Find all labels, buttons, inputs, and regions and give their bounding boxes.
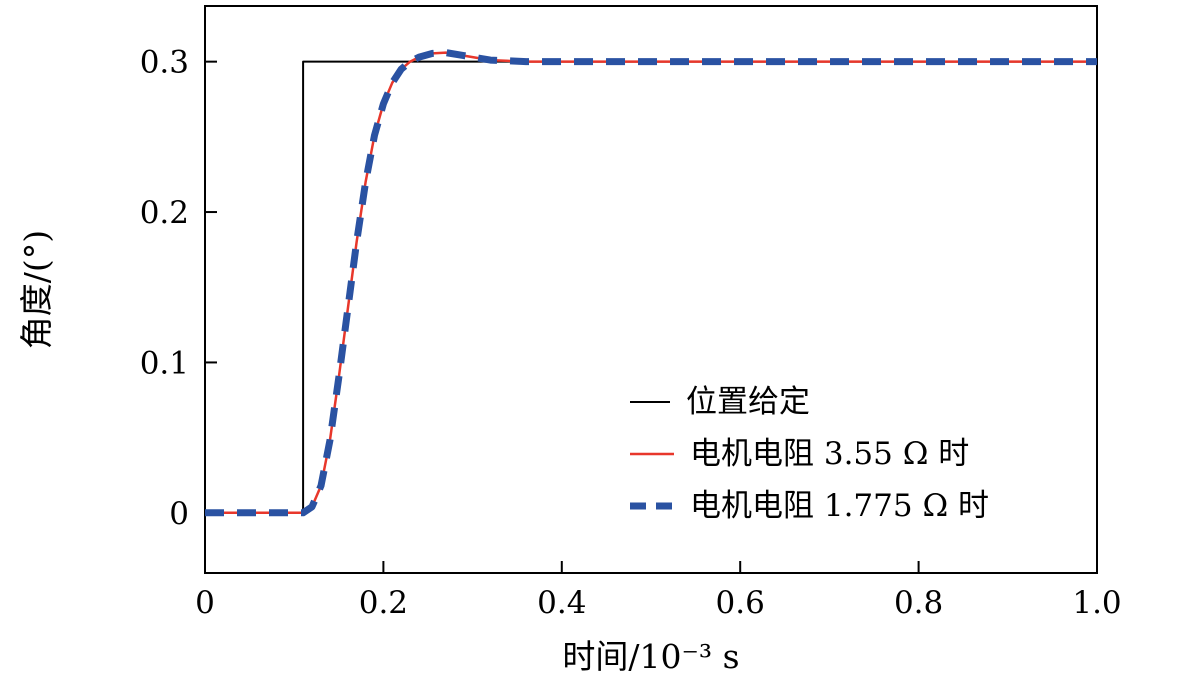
legend-item-r1775: 电机电阻 1.775 Ω 时 [628, 484, 989, 528]
legend-line-r1775 [630, 502, 674, 510]
x-tick-label: 1.0 [1072, 585, 1121, 621]
x-tick-label: 0.8 [894, 585, 943, 621]
x-tick-label: 0.2 [359, 585, 408, 621]
legend-line-r355 [630, 452, 674, 456]
legend-line-reference [630, 401, 670, 403]
legend-label-reference: 位置给定 [686, 383, 810, 420]
legend-label-r355: 电机电阻 3.55 Ω 时 [690, 435, 970, 472]
legend-item-r355: 电机电阻 3.55 Ω 时 [628, 432, 989, 476]
legend-item-reference: 位置给定 [628, 380, 989, 424]
axes-box [204, 5, 1098, 574]
x-tick-label: 0.4 [537, 585, 586, 621]
y-axis-title: 角度/(°) [17, 230, 56, 349]
y-tick-label: 0.2 [140, 195, 189, 231]
x-axis-title: 时间/10⁻³ s [562, 637, 739, 676]
x-tick-label: 0.6 [716, 585, 765, 621]
y-tick-label: 0.1 [140, 345, 189, 381]
chart-legend: 位置给定 电机电阻 3.55 Ω 时 电机电阻 1.775 Ω 时 [628, 380, 989, 528]
y-tick-label: 0 [169, 496, 189, 532]
y-tick-label: 0.3 [140, 45, 189, 81]
series-line-2 [205, 49, 1097, 517]
x-tick-label: 0 [195, 585, 215, 621]
legend-label-r1775: 电机电阻 1.775 Ω 时 [690, 487, 990, 524]
